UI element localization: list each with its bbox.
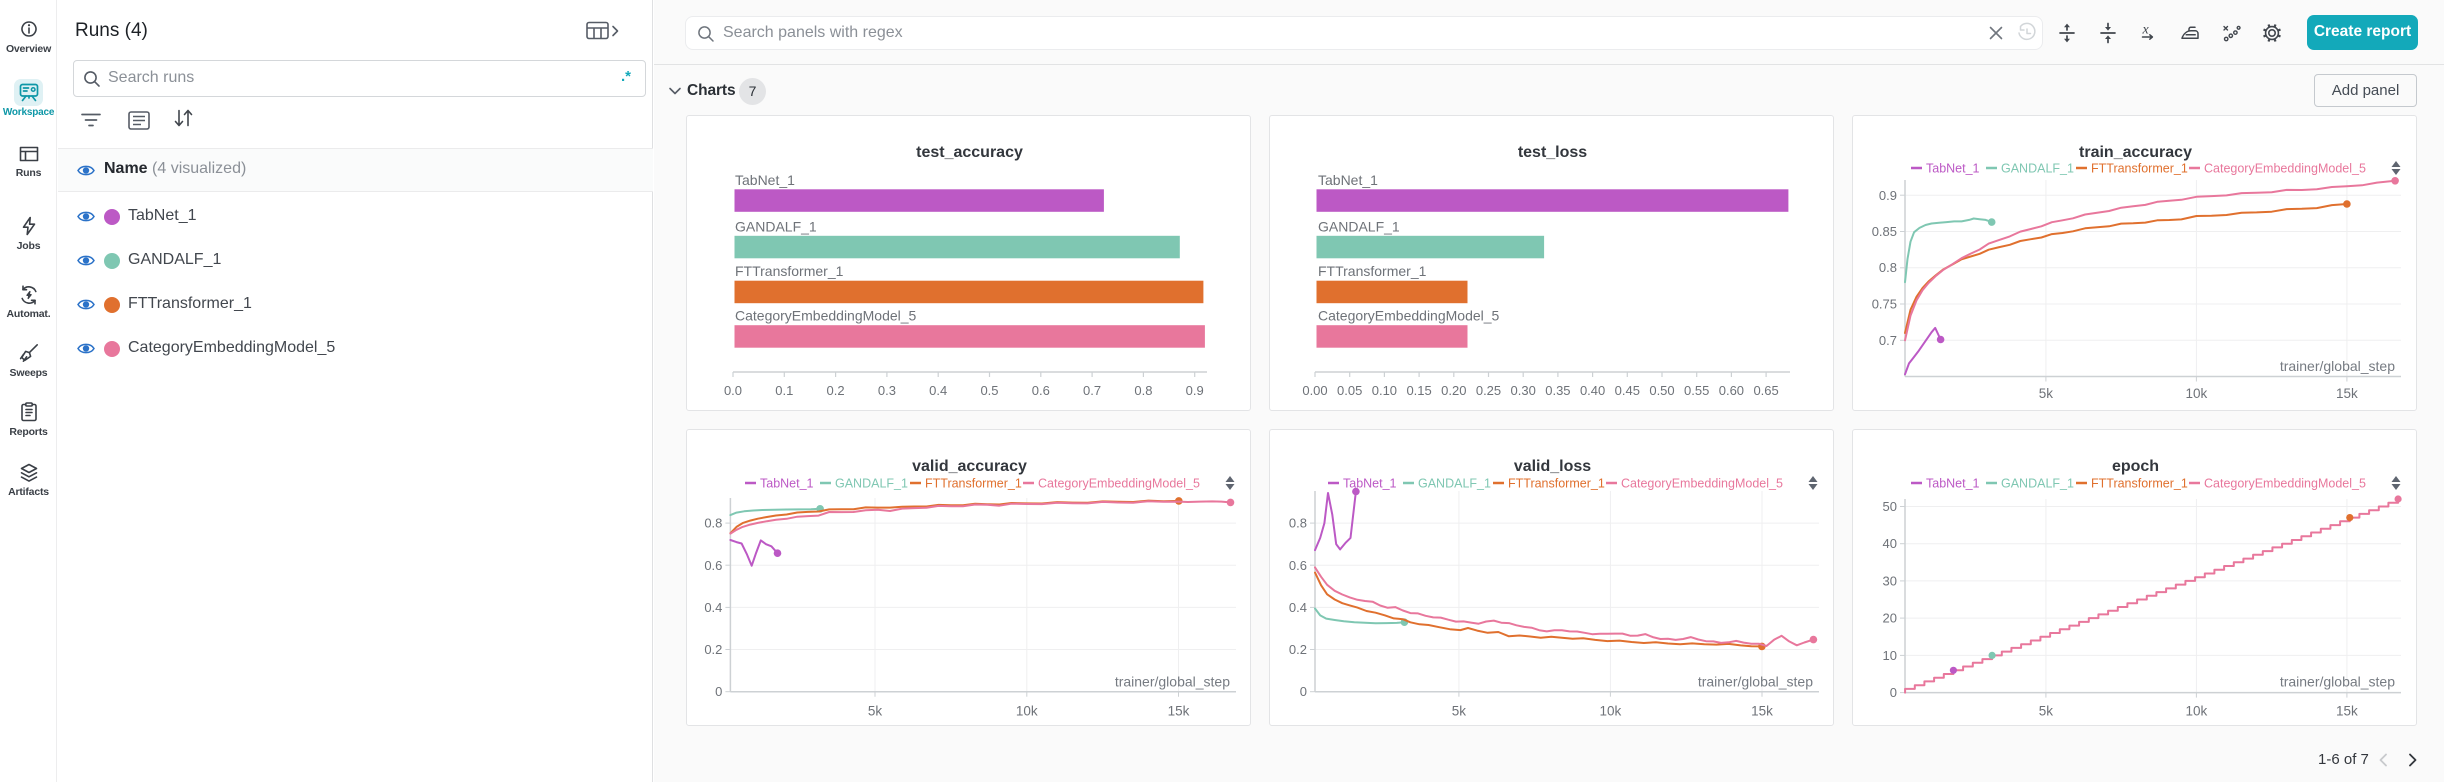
svg-text:0: 0	[1300, 684, 1307, 699]
svg-text:FTTransformer_1: FTTransformer_1	[1508, 477, 1605, 491]
svg-text:valid_loss: valid_loss	[1514, 458, 1591, 475]
svg-text:0.15: 0.15	[1406, 383, 1431, 398]
svg-text:GANDALF_1: GANDALF_1	[2001, 162, 2074, 176]
svg-text:5k: 5k	[868, 704, 883, 719]
svg-text:trainer/global_step: trainer/global_step	[1698, 674, 1813, 690]
svg-text:trainer/global_step: trainer/global_step	[2280, 358, 2395, 374]
svg-text:20: 20	[1883, 611, 1897, 626]
svg-text:GANDALF_1: GANDALF_1	[735, 218, 817, 234]
svg-text:0.6: 0.6	[1289, 558, 1307, 573]
svg-text:15k: 15k	[2336, 704, 2358, 719]
svg-text:0.35: 0.35	[1545, 383, 1570, 398]
svg-text:FTTransformer_1: FTTransformer_1	[735, 263, 844, 279]
svg-text:5k: 5k	[1452, 704, 1467, 719]
svg-text:TabNet_1: TabNet_1	[1343, 477, 1397, 491]
svg-text:0.85: 0.85	[1872, 224, 1897, 239]
svg-text:0.4: 0.4	[1289, 600, 1307, 615]
svg-text:50: 50	[1883, 499, 1897, 514]
svg-text:0.4: 0.4	[704, 600, 722, 615]
svg-text:FTTransformer_1: FTTransformer_1	[2091, 162, 2188, 176]
svg-text:trainer/global_step: trainer/global_step	[2280, 674, 2395, 690]
svg-text:x: x	[2142, 23, 2150, 38]
svg-text:trainer/global_step: trainer/global_step	[1115, 674, 1230, 690]
svg-text:0: 0	[1890, 685, 1897, 700]
svg-text:40: 40	[1883, 536, 1897, 551]
svg-text:FTTransformer_1: FTTransformer_1	[2091, 477, 2188, 491]
svg-text:CategoryEmbeddingModel_5: CategoryEmbeddingModel_5	[1621, 477, 1783, 491]
svg-text:0.7: 0.7	[1879, 333, 1897, 348]
svg-text:CategoryEmbeddingModel_5: CategoryEmbeddingModel_5	[2204, 162, 2366, 176]
svg-text:GANDALF_1: GANDALF_1	[1418, 477, 1491, 491]
svg-text:GANDALF_1: GANDALF_1	[2001, 477, 2074, 491]
svg-text:0.0: 0.0	[724, 383, 742, 398]
svg-text:0.8: 0.8	[1289, 516, 1307, 531]
svg-text:test_accuracy: test_accuracy	[916, 144, 1023, 161]
svg-text:0.3: 0.3	[878, 383, 896, 398]
svg-text:0.30: 0.30	[1511, 383, 1536, 398]
svg-text:0.2: 0.2	[827, 383, 845, 398]
svg-text:10k: 10k	[2186, 386, 2208, 401]
svg-text:GANDALF_1: GANDALF_1	[1318, 218, 1400, 234]
svg-text:0.9: 0.9	[1186, 383, 1204, 398]
svg-text:10: 10	[1883, 648, 1897, 663]
svg-text:FTTransformer_1: FTTransformer_1	[1318, 263, 1427, 279]
svg-text:0.60: 0.60	[1719, 383, 1744, 398]
svg-text:0.6: 0.6	[1032, 383, 1050, 398]
svg-text:test_loss: test_loss	[1518, 144, 1587, 161]
svg-text:0.4: 0.4	[929, 383, 947, 398]
svg-text:train_accuracy: train_accuracy	[2079, 144, 2192, 161]
svg-text:0.20: 0.20	[1441, 383, 1466, 398]
svg-text:0.8: 0.8	[1879, 260, 1897, 275]
svg-text:epoch: epoch	[2112, 458, 2159, 475]
svg-text:0.25: 0.25	[1476, 383, 1501, 398]
svg-text:TabNet_1: TabNet_1	[1926, 162, 1980, 176]
svg-text:0.65: 0.65	[1753, 383, 1778, 398]
svg-text:TabNet_1: TabNet_1	[1318, 172, 1378, 188]
svg-text:15k: 15k	[1168, 704, 1190, 719]
svg-text:0.9: 0.9	[1879, 188, 1897, 203]
svg-text:TabNet_1: TabNet_1	[1926, 477, 1980, 491]
svg-text:GANDALF_1: GANDALF_1	[835, 477, 908, 491]
svg-text:0.5: 0.5	[980, 383, 998, 398]
svg-text:0.1: 0.1	[775, 383, 793, 398]
svg-text:TabNet_1: TabNet_1	[735, 172, 795, 188]
svg-text:15k: 15k	[2336, 386, 2358, 401]
svg-text:0.05: 0.05	[1337, 383, 1362, 398]
svg-text:0.7: 0.7	[1083, 383, 1101, 398]
svg-text:5k: 5k	[2039, 386, 2054, 401]
svg-text:CategoryEmbeddingModel_5: CategoryEmbeddingModel_5	[1038, 477, 1200, 491]
svg-text:0.8: 0.8	[1134, 383, 1152, 398]
svg-text:10k: 10k	[1600, 704, 1622, 719]
svg-text:0.2: 0.2	[1289, 642, 1307, 657]
svg-text:10k: 10k	[2186, 704, 2208, 719]
svg-text:0.50: 0.50	[1649, 383, 1674, 398]
svg-text:CategoryEmbeddingModel_5: CategoryEmbeddingModel_5	[735, 308, 917, 324]
svg-text:CategoryEmbeddingModel_5: CategoryEmbeddingModel_5	[2204, 477, 2366, 491]
svg-text:0.45: 0.45	[1615, 383, 1640, 398]
svg-text:10k: 10k	[1016, 704, 1038, 719]
svg-text:CategoryEmbeddingModel_5: CategoryEmbeddingModel_5	[1318, 308, 1500, 324]
svg-text:0.6: 0.6	[704, 558, 722, 573]
svg-text:FTTransformer_1: FTTransformer_1	[925, 477, 1022, 491]
svg-text:valid_accuracy: valid_accuracy	[912, 458, 1027, 475]
svg-text:15k: 15k	[1751, 704, 1773, 719]
svg-text:5k: 5k	[2039, 704, 2054, 719]
svg-text:0.75: 0.75	[1872, 297, 1897, 312]
svg-text:0.2: 0.2	[704, 642, 722, 657]
svg-text:0: 0	[715, 684, 722, 699]
svg-text:0.10: 0.10	[1372, 383, 1397, 398]
svg-text:0.55: 0.55	[1684, 383, 1709, 398]
svg-text:30: 30	[1883, 573, 1897, 588]
svg-text:0.8: 0.8	[704, 516, 722, 531]
svg-text:TabNet_1: TabNet_1	[760, 477, 814, 491]
svg-text:0.40: 0.40	[1580, 383, 1605, 398]
svg-text:0.00: 0.00	[1302, 383, 1327, 398]
